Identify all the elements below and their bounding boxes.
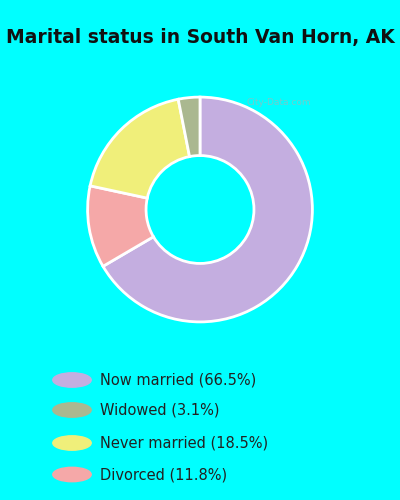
Circle shape [53,403,91,417]
Circle shape [53,468,91,481]
Text: Now married (66.5%): Now married (66.5%) [100,372,256,388]
Text: City-Data.com: City-Data.com [246,98,311,107]
Text: Never married (18.5%): Never married (18.5%) [100,436,268,450]
Circle shape [53,436,91,450]
Text: Divorced (11.8%): Divorced (11.8%) [100,467,227,482]
Wedge shape [178,97,200,156]
Wedge shape [90,99,190,198]
Wedge shape [103,97,312,322]
Text: Widowed (3.1%): Widowed (3.1%) [100,402,220,417]
Text: Marital status in South Van Horn, AK: Marital status in South Van Horn, AK [6,28,394,48]
Wedge shape [88,186,154,266]
Circle shape [53,373,91,387]
